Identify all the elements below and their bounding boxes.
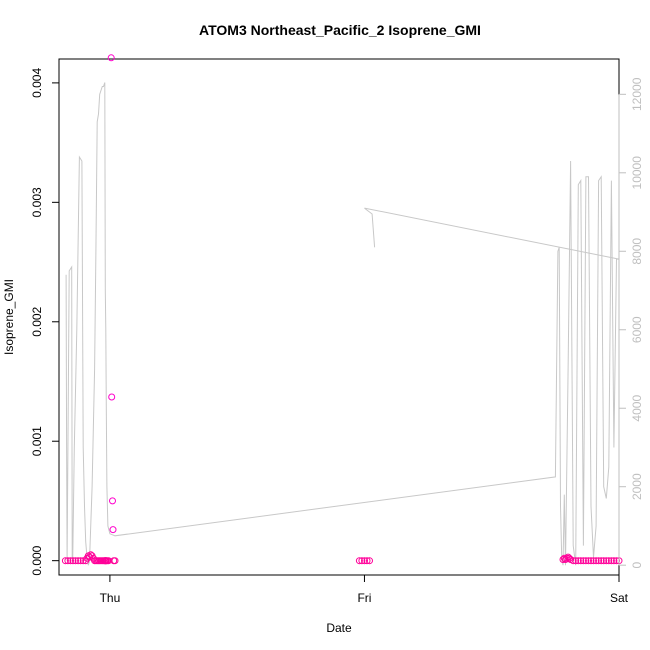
x-tick-label: Fri (357, 591, 371, 605)
y2-tick-label: 2000 (630, 473, 644, 500)
data-point (363, 557, 371, 565)
altitude-line-layer (65, 82, 620, 566)
x-tick-label: Sat (610, 591, 629, 605)
data-point (579, 557, 587, 565)
data-point (585, 557, 592, 565)
data-point (109, 497, 116, 505)
y-tick-label: 0.004 (30, 68, 44, 98)
data-point (560, 554, 568, 562)
y2-tick-label: 4000 (630, 395, 644, 422)
data-point (597, 557, 605, 565)
y2-tick-label: 12000 (630, 77, 644, 111)
data-point (592, 557, 600, 565)
altitude-series-line-fri (364, 207, 376, 248)
altitude-series-line (65, 82, 619, 566)
data-point (590, 557, 597, 565)
data-point (109, 526, 117, 534)
x-tick-label: Thu (100, 591, 121, 605)
data-point (605, 557, 613, 565)
isoprene-points-layer (61, 54, 623, 565)
y-tick-label: 0.002 (30, 306, 44, 336)
data-point (607, 557, 615, 565)
data-point (72, 557, 79, 565)
chart-title: ATOM3 Northeast_Pacific_2 Isoprene_GMI (199, 22, 481, 38)
data-point (610, 557, 618, 565)
data-point (77, 557, 85, 565)
data-point (582, 557, 590, 565)
data-point (595, 557, 603, 565)
data-point (600, 557, 608, 565)
data-point (64, 557, 72, 565)
data-point (358, 557, 366, 565)
altitude-connector-line (364, 207, 620, 260)
data-point (563, 554, 571, 562)
data-point (111, 557, 119, 565)
x-axis: Thu Fri Sat (100, 574, 629, 605)
data-point (587, 557, 595, 565)
y2-tick-label: 8000 (630, 238, 644, 265)
y-axis-label: Isoprene_GMI (2, 279, 16, 355)
y-axis-right: 0 2000 4000 6000 8000 10000 12000 (618, 77, 644, 569)
data-point (569, 557, 577, 565)
data-point (565, 554, 573, 562)
data-point (69, 557, 77, 565)
x-axis-label: Date (326, 621, 352, 635)
data-point (574, 557, 582, 565)
data-point (74, 557, 82, 565)
data-point (361, 557, 368, 565)
y2-tick-label: 10000 (630, 156, 644, 190)
data-point (108, 393, 116, 401)
data-point (102, 557, 110, 565)
y-tick-label: 0.001 (30, 426, 44, 456)
data-point (67, 557, 74, 565)
data-point (572, 557, 580, 565)
data-point (61, 557, 69, 565)
data-point (577, 557, 585, 565)
y-tick-label: 0.003 (30, 187, 44, 217)
data-point (355, 557, 363, 565)
y-tick-label: 0.000 (30, 545, 44, 575)
data-point (602, 557, 610, 565)
y2-tick-label: 6000 (630, 316, 644, 343)
plot-frame (58, 58, 620, 576)
data-point (107, 54, 115, 62)
data-point (366, 557, 373, 565)
y2-tick-label: 0 (630, 562, 644, 569)
data-point (79, 557, 87, 565)
y-axis-left: 0.000 0.001 0.002 0.003 0.004 (30, 68, 60, 576)
